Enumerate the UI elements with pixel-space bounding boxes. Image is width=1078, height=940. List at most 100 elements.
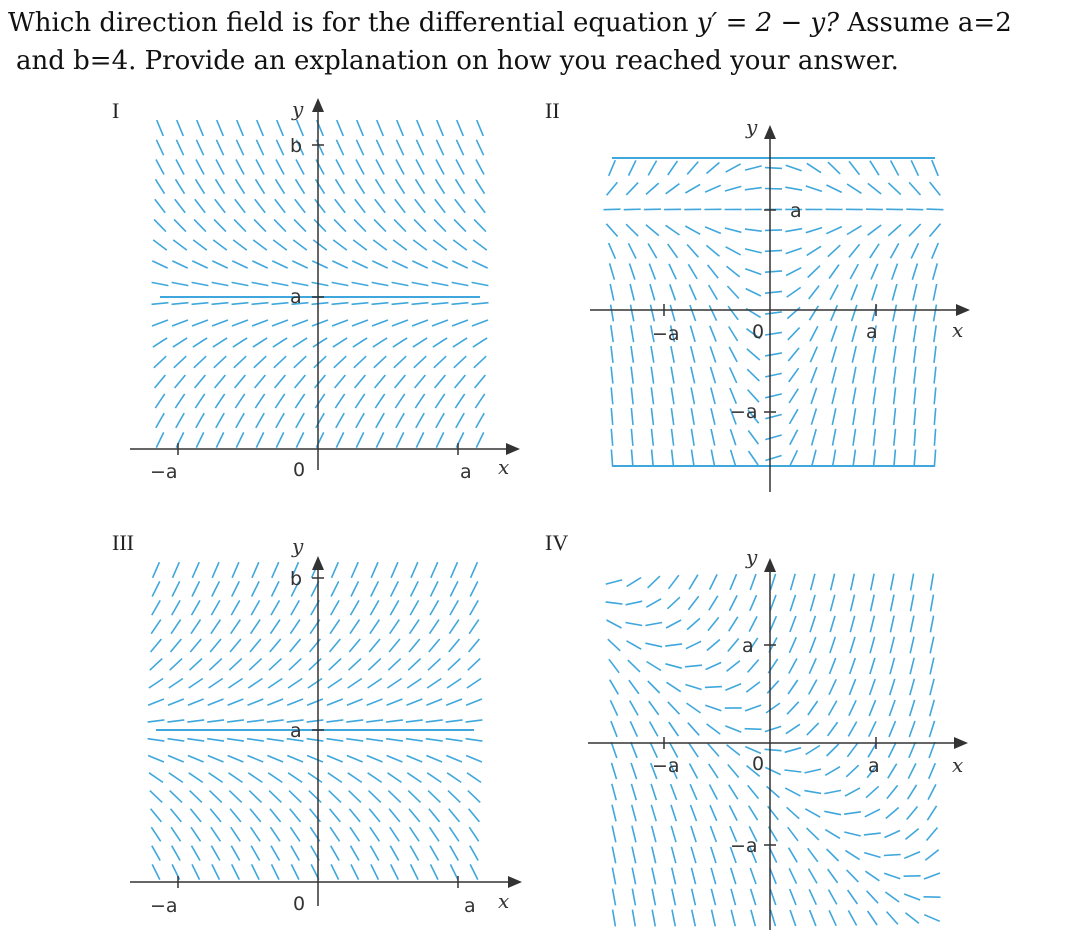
slope-segment — [831, 387, 837, 405]
slope-segment — [445, 719, 463, 723]
slope-segment — [666, 596, 681, 610]
slope-segment — [650, 804, 657, 822]
slope-segment — [386, 754, 403, 763]
slope-segment — [288, 790, 302, 803]
slope-segment — [231, 561, 240, 579]
slope-segment — [235, 159, 245, 175]
slope-segment — [625, 223, 639, 237]
slope-segment — [215, 139, 225, 156]
slope-segment — [610, 366, 614, 384]
slope-segment — [431, 301, 449, 306]
slope-segment — [148, 772, 164, 784]
slope-segment — [188, 677, 204, 689]
slope-segment — [331, 319, 349, 327]
slope-segment — [908, 181, 922, 196]
slope-segment — [188, 658, 203, 671]
slope-segment — [706, 264, 719, 279]
slope-segment — [207, 737, 225, 742]
slope-segment — [270, 599, 281, 616]
slope-segment — [826, 184, 843, 194]
slope-segment — [846, 183, 862, 194]
slope-segment — [784, 787, 801, 797]
slope-segment — [171, 845, 181, 861]
slope-segment — [808, 909, 817, 927]
slope-segment — [746, 764, 761, 778]
slope-segment — [235, 139, 245, 156]
slope-segment — [191, 561, 200, 579]
slope-segment — [869, 573, 875, 591]
slope-segment — [631, 846, 637, 864]
slope-segment — [189, 808, 202, 823]
slope-segment — [788, 388, 799, 404]
slope-segment — [871, 283, 878, 301]
slope-segment — [307, 677, 323, 689]
slope-segment — [211, 561, 220, 579]
slope-segment — [887, 182, 902, 196]
slope-segment — [764, 352, 783, 357]
slope-segment — [275, 119, 285, 137]
slope-segment — [171, 260, 189, 269]
slope-segment — [884, 891, 900, 903]
slope-segment — [705, 704, 722, 712]
slope-segment — [449, 864, 459, 880]
slope-segment — [151, 600, 161, 616]
slope-segment — [725, 246, 741, 256]
slope-segment — [286, 754, 304, 763]
slope-segment — [210, 619, 222, 635]
slope-segment — [471, 281, 489, 287]
slope-segment — [291, 260, 309, 269]
slope-segment — [630, 428, 634, 446]
slope-segment — [708, 763, 719, 779]
slope-segment — [744, 704, 762, 712]
slope-segment — [631, 909, 637, 927]
slope-segment — [267, 754, 284, 763]
slope-segment — [445, 698, 463, 707]
slope-segment — [744, 248, 762, 254]
slope-segment — [912, 345, 917, 364]
slope-segment — [931, 263, 939, 281]
slope-segment — [610, 428, 614, 446]
slope-segment — [830, 325, 838, 342]
slope-segment — [728, 784, 739, 800]
slope-segment — [230, 826, 241, 842]
slope-segment — [689, 325, 696, 343]
slope-segment — [471, 301, 489, 306]
slope-segment — [872, 407, 877, 426]
slope-segment — [769, 909, 777, 927]
slope-segment — [435, 139, 445, 156]
slope-segment — [455, 412, 465, 429]
slope-segment — [331, 260, 349, 269]
slope-segment — [332, 337, 348, 348]
slope-segment — [406, 772, 422, 784]
slope-segment — [764, 270, 783, 273]
slope-segment — [807, 679, 818, 695]
slope-segment — [248, 790, 263, 803]
slope-segment — [368, 638, 381, 653]
slope-segment — [467, 638, 481, 653]
slope-segment — [831, 366, 837, 384]
slope-segment — [710, 449, 716, 467]
slope-segment — [764, 331, 783, 336]
slope-segment — [346, 698, 363, 707]
slope-segment — [745, 287, 762, 297]
slope-segment — [667, 574, 680, 590]
slope-segment — [705, 161, 720, 175]
slope-segment — [391, 260, 409, 269]
slope-segment — [808, 657, 817, 675]
slope-segment — [249, 619, 261, 635]
slope-segment — [249, 638, 262, 653]
panel-label-I: I — [112, 98, 120, 123]
slope-segment — [430, 561, 439, 579]
slope-segment — [233, 355, 247, 369]
slope-segment — [665, 663, 683, 669]
slope-segment — [666, 681, 682, 693]
slope-segment — [467, 790, 481, 803]
slope-segment — [428, 826, 440, 842]
slope-segment — [709, 366, 717, 384]
tick-label-neg-a-II: −a — [652, 323, 680, 345]
slope-segment — [906, 805, 919, 821]
slope-segment — [869, 615, 876, 633]
slope-segment — [811, 449, 817, 467]
slope-segment — [764, 229, 783, 232]
slope-segment — [769, 867, 777, 885]
